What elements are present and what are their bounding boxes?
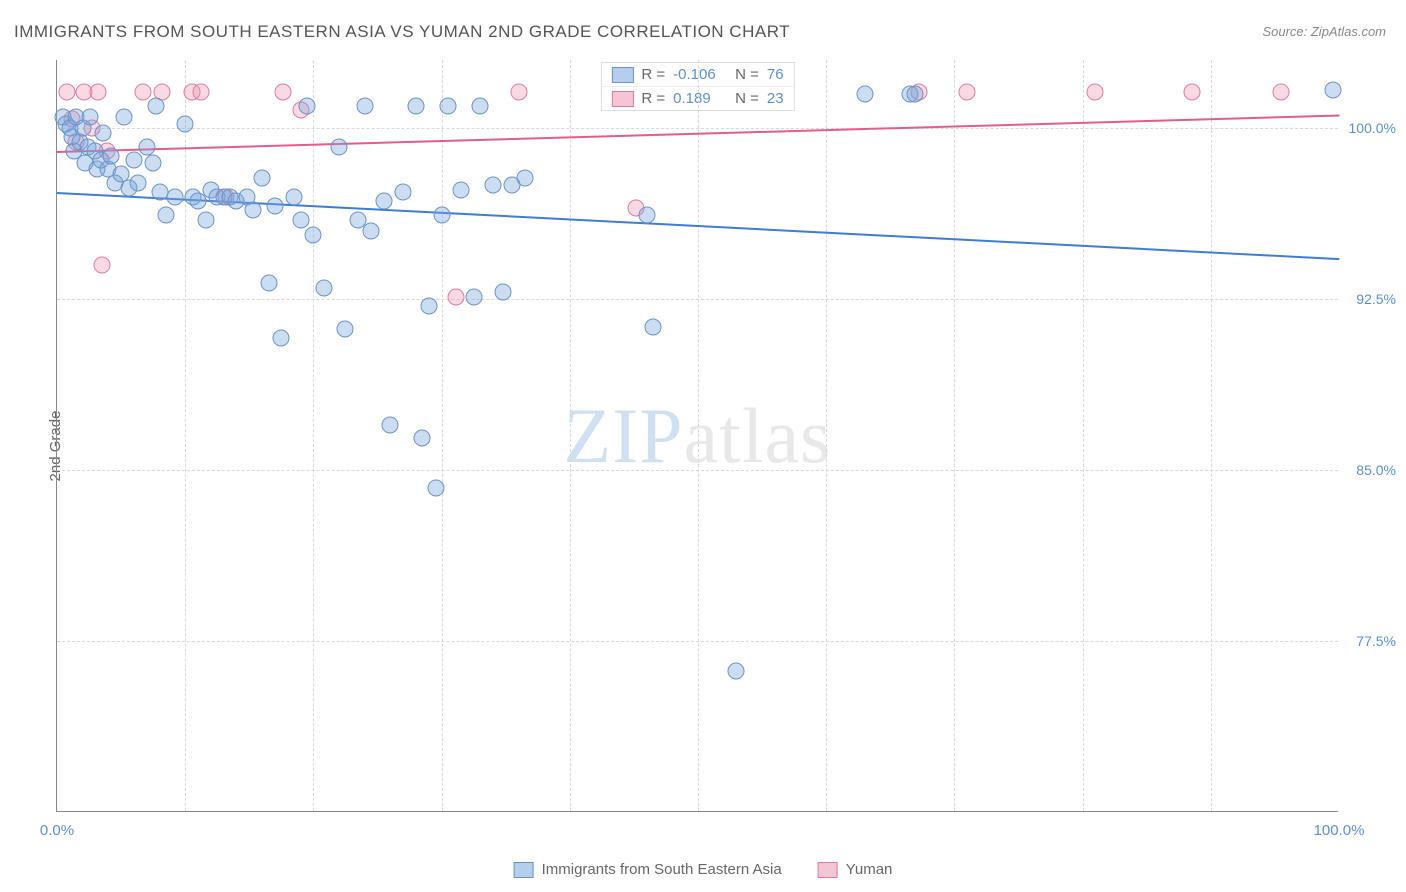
- r-label: R =: [641, 90, 665, 107]
- point-blue: [266, 197, 283, 214]
- point-blue: [151, 184, 168, 201]
- swatch-blue-icon: [611, 67, 633, 83]
- watermark-atlas: atlas: [684, 392, 832, 479]
- n-value: 76: [767, 66, 784, 83]
- point-pink: [59, 83, 76, 100]
- point-pink: [447, 288, 464, 305]
- point-blue: [465, 288, 482, 305]
- point-blue: [286, 188, 303, 205]
- point-blue: [145, 154, 162, 171]
- point-blue: [1324, 81, 1341, 98]
- point-blue: [407, 97, 424, 114]
- point-blue: [166, 188, 183, 205]
- gridline-v: [954, 60, 955, 811]
- point-blue: [428, 480, 445, 497]
- gridline-v: [442, 60, 443, 811]
- point-blue: [363, 222, 380, 239]
- n-label: N =: [735, 90, 759, 107]
- point-blue: [452, 181, 469, 198]
- chart-title: IMMIGRANTS FROM SOUTH EASTERN ASIA VS YU…: [14, 22, 790, 42]
- swatch-pink-icon: [818, 862, 838, 878]
- point-pink: [510, 83, 527, 100]
- point-blue: [331, 138, 348, 155]
- swatch-pink-icon: [611, 91, 633, 107]
- point-blue: [414, 430, 431, 447]
- gridline-v: [570, 60, 571, 811]
- point-pink: [274, 83, 291, 100]
- gridline-v: [698, 60, 699, 811]
- point-blue: [177, 115, 194, 132]
- legend-label: Yuman: [846, 861, 893, 878]
- point-pink: [192, 83, 209, 100]
- y-tick-label: 85.0%: [1356, 462, 1396, 478]
- gridline-v: [1083, 60, 1084, 811]
- point-blue: [298, 97, 315, 114]
- y-tick-label: 100.0%: [1349, 120, 1396, 136]
- point-blue: [273, 330, 290, 347]
- source-label: Source: ZipAtlas.com: [1262, 24, 1386, 39]
- series-legend: Immigrants from South Eastern Asia Yuman: [514, 861, 893, 878]
- point-blue: [382, 416, 399, 433]
- point-blue: [472, 97, 489, 114]
- point-blue: [856, 86, 873, 103]
- point-pink: [90, 83, 107, 100]
- x-tick-label: 100.0%: [1314, 822, 1365, 839]
- point-blue: [420, 298, 437, 315]
- y-tick-label: 92.5%: [1356, 291, 1396, 307]
- legend-item-pink: Yuman: [818, 861, 893, 878]
- legend-label: Immigrants from South Eastern Asia: [542, 861, 782, 878]
- point-blue: [440, 97, 457, 114]
- x-tick-label: 0.0%: [40, 822, 74, 839]
- point-blue: [645, 318, 662, 335]
- point-pink: [1273, 83, 1290, 100]
- point-blue: [395, 184, 412, 201]
- point-pink: [1183, 83, 1200, 100]
- gridline-v: [1211, 60, 1212, 811]
- point-blue: [129, 175, 146, 192]
- r-label: R =: [641, 66, 665, 83]
- point-blue: [125, 152, 142, 169]
- n-value: 23: [767, 90, 784, 107]
- point-pink: [134, 83, 151, 100]
- point-pink: [959, 83, 976, 100]
- gridline-v: [185, 60, 186, 811]
- point-blue: [115, 108, 132, 125]
- point-blue: [147, 97, 164, 114]
- point-blue: [102, 147, 119, 164]
- point-blue: [157, 206, 174, 223]
- gridline-v: [826, 60, 827, 811]
- point-pink: [93, 257, 110, 274]
- point-blue: [638, 206, 655, 223]
- point-blue: [292, 211, 309, 228]
- r-value: 0.189: [673, 90, 727, 107]
- r-value: -0.106: [673, 66, 727, 83]
- point-blue: [245, 202, 262, 219]
- gridline-v: [313, 60, 314, 811]
- point-blue: [82, 108, 99, 125]
- point-blue: [495, 284, 512, 301]
- point-blue: [260, 275, 277, 292]
- point-blue: [728, 662, 745, 679]
- point-blue: [95, 124, 112, 141]
- point-blue: [305, 227, 322, 244]
- point-blue: [356, 97, 373, 114]
- point-blue: [906, 86, 923, 103]
- point-blue: [516, 170, 533, 187]
- point-blue: [375, 193, 392, 210]
- point-blue: [197, 211, 214, 228]
- point-blue: [337, 320, 354, 337]
- n-label: N =: [735, 66, 759, 83]
- point-pink: [1087, 83, 1104, 100]
- watermark-zip: ZIP: [564, 392, 684, 479]
- point-blue: [138, 138, 155, 155]
- point-blue: [484, 177, 501, 194]
- point-blue: [254, 170, 271, 187]
- legend-item-blue: Immigrants from South Eastern Asia: [514, 861, 782, 878]
- point-blue: [433, 206, 450, 223]
- swatch-blue-icon: [514, 862, 534, 878]
- plot-area: ZIPatlas R = -0.106 N = 76 R = 0.189 N =…: [56, 60, 1338, 812]
- y-tick-label: 77.5%: [1356, 633, 1396, 649]
- point-blue: [315, 279, 332, 296]
